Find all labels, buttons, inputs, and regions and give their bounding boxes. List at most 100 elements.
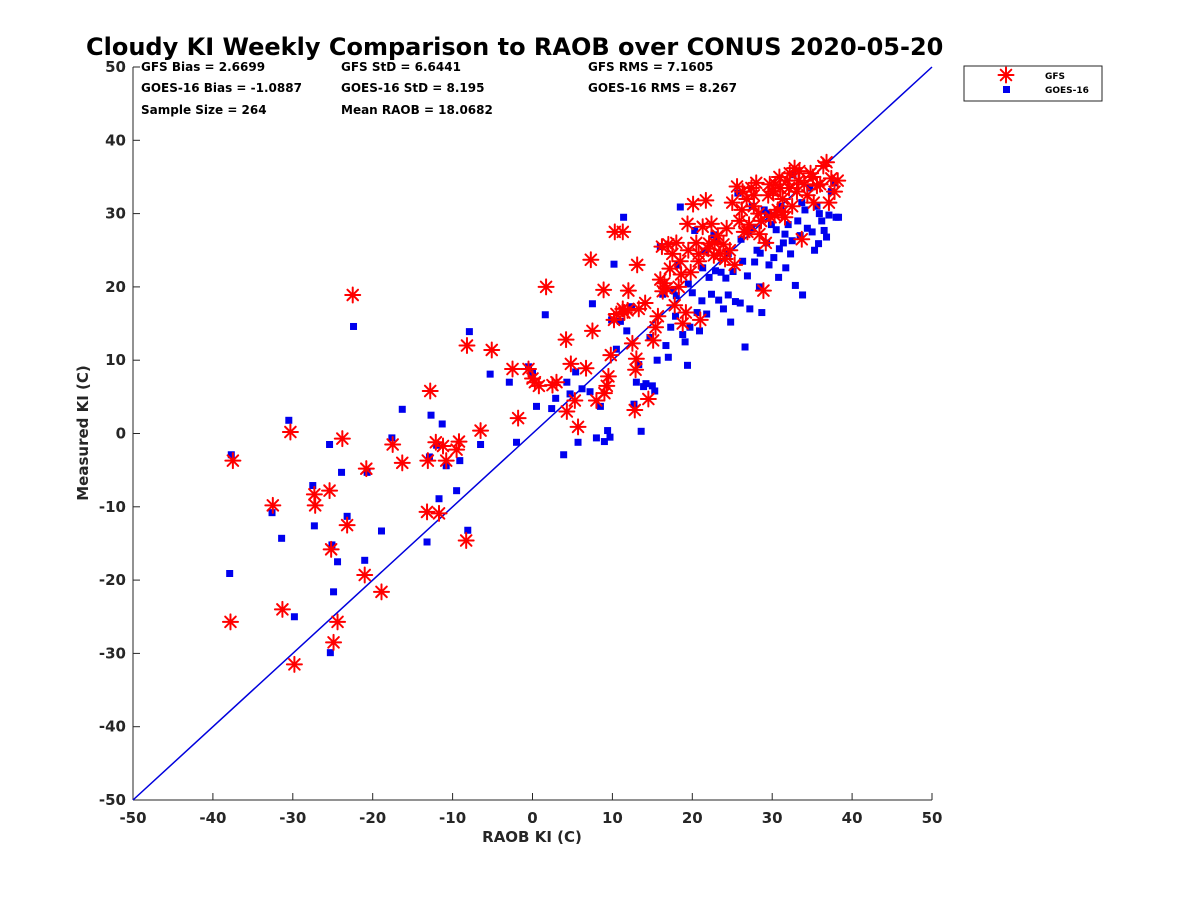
goes16-point <box>811 246 819 254</box>
chart-title: Cloudy KI Weekly Comparison to RAOB over… <box>86 33 943 61</box>
gfs-point <box>626 401 644 419</box>
gfs-point <box>666 296 684 314</box>
gfs-point <box>599 367 617 385</box>
goes16-point <box>717 268 725 276</box>
goes16-point <box>756 249 764 257</box>
gfs-point <box>738 223 756 241</box>
legend-gfs-label: GFS <box>1045 72 1065 82</box>
goes16-point <box>309 482 317 490</box>
x-tick-label: 0 <box>527 809 537 827</box>
goes-rms-text: GOES-16 RMS = 8.267 <box>588 81 737 95</box>
goes16-point <box>784 221 792 229</box>
goes16-point <box>791 281 799 289</box>
gfs-point <box>761 175 779 193</box>
gfs-point <box>450 433 468 451</box>
goes16-point <box>686 323 694 331</box>
gfs-point <box>829 172 847 190</box>
goes16-point <box>729 268 737 276</box>
gfs-point <box>329 613 347 631</box>
gfs-point <box>804 168 822 186</box>
gfs-point <box>747 174 765 192</box>
legend-goes-label: GOES-16 <box>1045 86 1089 96</box>
gfs-point <box>421 382 439 400</box>
gfs-point <box>627 350 645 368</box>
goes16-point <box>453 487 461 495</box>
gfs-point <box>700 235 718 253</box>
gfs-point <box>472 422 490 440</box>
x-tick-label: 40 <box>842 809 863 827</box>
goes16-point <box>798 199 806 207</box>
goes16-point <box>425 453 433 461</box>
gfs-point <box>636 294 654 312</box>
gfs-point <box>734 183 752 201</box>
gfs-point <box>607 305 625 323</box>
gfs-point <box>723 194 741 212</box>
gfs-point <box>224 452 242 470</box>
gfs-point <box>325 633 343 651</box>
goes16-point <box>707 290 715 298</box>
goes16-point <box>688 289 696 297</box>
goes16-point <box>330 588 338 596</box>
goes16-point <box>600 438 608 446</box>
gfs-point <box>702 215 720 233</box>
goes16-point <box>731 298 739 306</box>
goes16-point <box>736 299 744 307</box>
gfs-point <box>504 360 522 378</box>
gfs-point <box>221 613 239 631</box>
goes16-point <box>815 210 823 218</box>
goes16-point <box>604 427 612 435</box>
goes16-point <box>794 217 802 225</box>
goes16-point <box>596 402 604 410</box>
gfs-point <box>372 583 390 601</box>
goes16-point <box>818 217 826 225</box>
goes16-point <box>648 382 656 390</box>
goes16-point <box>815 240 823 248</box>
goes16-point <box>672 312 680 320</box>
goes16-point <box>635 361 643 369</box>
goes16-point <box>775 245 783 253</box>
goes16-point <box>705 273 713 281</box>
goes16-point <box>227 451 235 459</box>
gfs-point <box>321 482 339 500</box>
goes16-point <box>532 402 540 410</box>
tick-marks <box>132 66 933 801</box>
goes16-point <box>616 317 624 325</box>
goes16-point <box>715 296 723 304</box>
goes16-point <box>632 378 640 386</box>
goes16-point <box>823 233 831 241</box>
sample-size-text: Sample Size = 264 <box>141 103 267 117</box>
x-axis-label: RAOB KI (C) <box>482 828 582 846</box>
gfs-point <box>691 311 709 329</box>
goes16-point <box>664 353 672 361</box>
gfs-point <box>671 252 689 270</box>
goes16-point <box>679 331 687 339</box>
goes16-point <box>343 512 351 520</box>
goes16-point <box>285 416 293 424</box>
legend-gfs-asterisk <box>997 66 1015 84</box>
goes16-point <box>806 184 814 192</box>
gfs-point <box>679 215 697 233</box>
gfs-point <box>430 504 448 522</box>
gfs-point <box>557 331 575 349</box>
goes16-point <box>588 300 596 308</box>
goes16-point <box>741 343 749 351</box>
goes16-point <box>825 211 833 219</box>
gfs-bias-text: GFS Bias = 2.6699 <box>141 60 265 74</box>
x-tick-label: -10 <box>439 809 466 827</box>
goes16-point <box>758 309 766 317</box>
goes16-point <box>456 457 464 465</box>
goes16-point <box>830 179 838 187</box>
x-tick-label: -40 <box>199 809 226 827</box>
gfs-point <box>774 190 792 208</box>
gfs-point <box>530 377 548 395</box>
gfs-point <box>419 452 437 470</box>
gfs-point <box>677 304 695 322</box>
goes16-point <box>548 405 556 413</box>
goes16-point <box>642 380 650 388</box>
goes16-point <box>610 260 618 268</box>
goes16-point <box>326 440 334 448</box>
gfs-point <box>672 265 690 283</box>
gfs-point <box>818 153 836 171</box>
gfs-point <box>356 566 374 584</box>
y-tick-label: 0 <box>116 425 126 443</box>
